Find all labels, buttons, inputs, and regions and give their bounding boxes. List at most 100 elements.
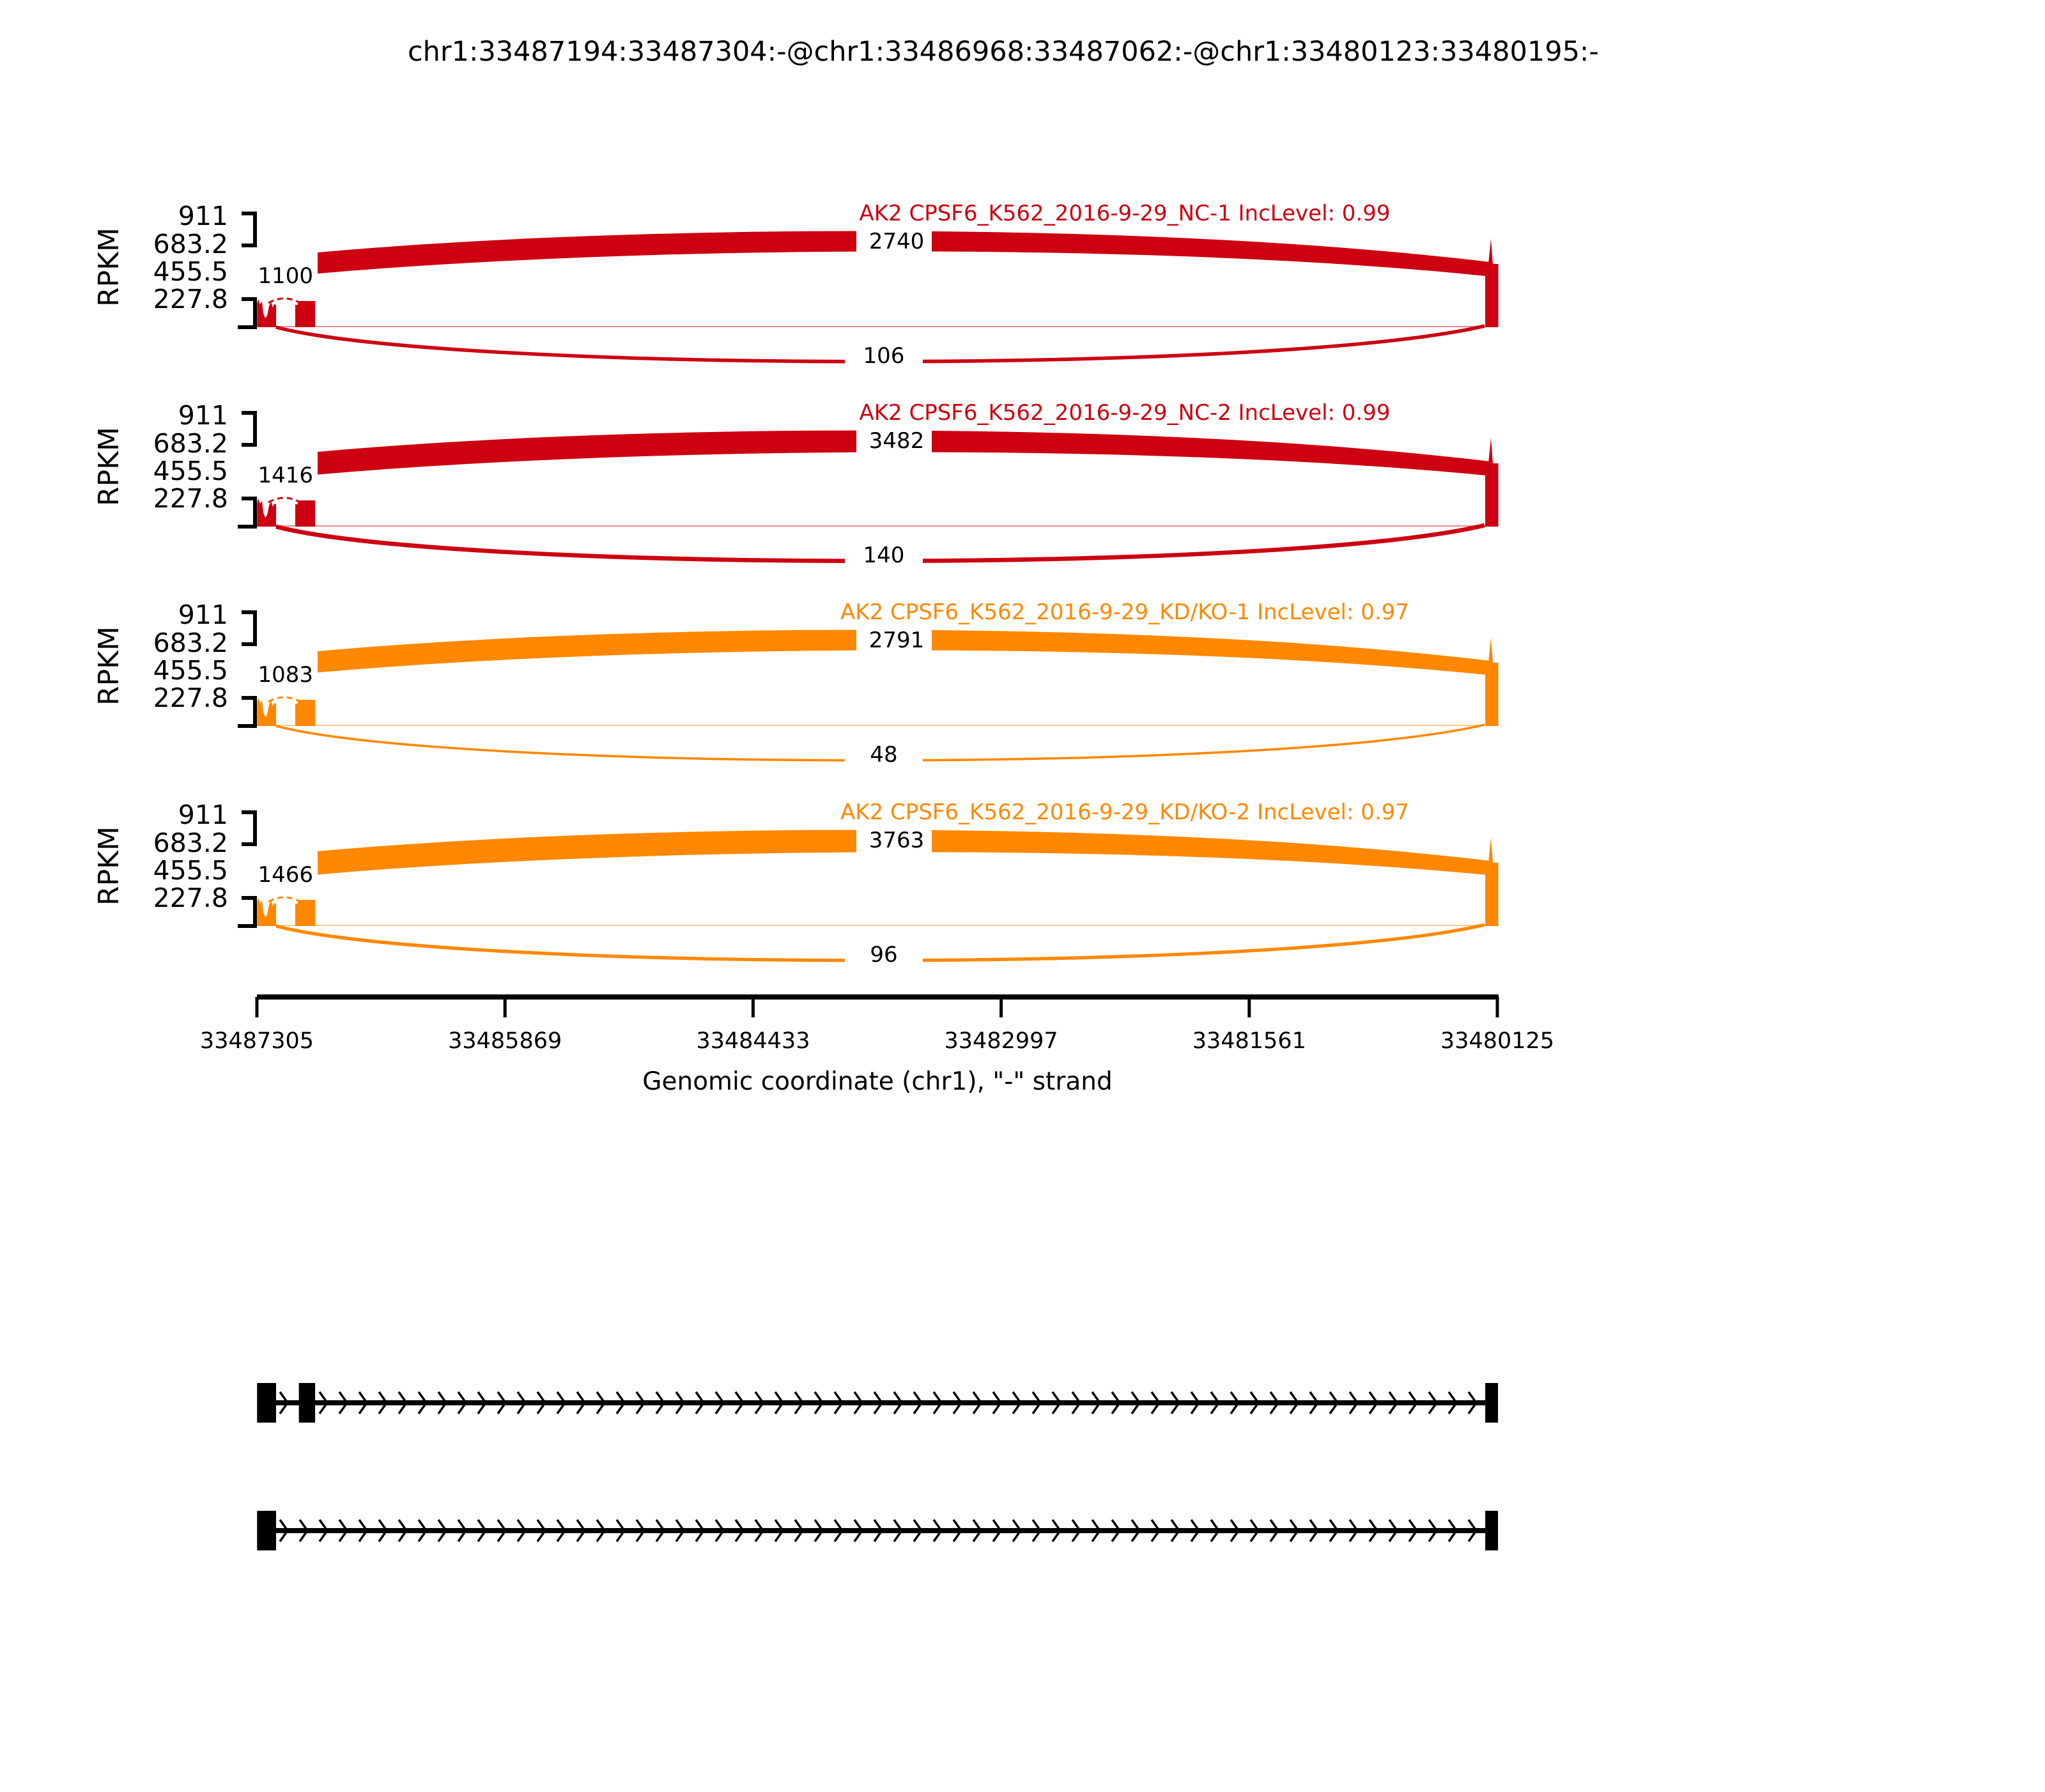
direction-arrow	[338, 1518, 349, 1543]
y-tick-label: 683.2	[153, 628, 228, 658]
y-tick-label: 227.8	[153, 883, 228, 913]
direction-arrow	[794, 1518, 805, 1543]
junction-count-skipping: 140	[863, 543, 905, 568]
y-axis-title: RPKM	[93, 826, 125, 906]
strand-direction-arrows	[279, 1391, 1478, 1415]
label-gap	[856, 426, 932, 455]
direction-arrow	[734, 1518, 745, 1543]
direction-arrow	[992, 1518, 1003, 1543]
direction-arrow	[596, 1518, 606, 1543]
direction-arrow	[972, 1391, 983, 1415]
direction-arrow	[1031, 1391, 1042, 1415]
direction-arrow	[1388, 1518, 1399, 1543]
direction-arrow	[1111, 1391, 1122, 1415]
y-axis-title: RPKM	[93, 626, 125, 706]
direction-arrow	[1131, 1518, 1141, 1543]
y-tick-label: 911	[178, 400, 228, 431]
direction-arrow	[695, 1391, 706, 1415]
label-gap	[845, 944, 923, 969]
direction-arrow	[893, 1391, 904, 1415]
direction-arrow	[1348, 1518, 1359, 1543]
direction-arrow	[437, 1518, 448, 1543]
coverage-exon-1	[257, 698, 277, 726]
label-gap	[856, 625, 932, 654]
isoform-exon	[1485, 1511, 1499, 1550]
x-tick-label: 33481561	[1192, 1028, 1306, 1054]
direction-arrow	[1368, 1518, 1379, 1543]
direction-arrow	[1031, 1518, 1042, 1543]
direction-arrow	[417, 1391, 428, 1415]
junction-count-inclusion: 2791	[869, 628, 925, 653]
direction-arrow	[1329, 1518, 1339, 1543]
coverage-exon-3	[1485, 863, 1499, 926]
junction-count-upstream: 1100	[258, 263, 313, 289]
isoform-structures	[257, 1383, 1499, 1550]
direction-arrow	[972, 1518, 983, 1543]
direction-arrow	[1329, 1391, 1339, 1415]
direction-arrow	[615, 1391, 626, 1415]
y-tick-label: 683.2	[153, 428, 228, 459]
direction-arrow	[853, 1391, 864, 1415]
direction-arrow	[1210, 1518, 1221, 1543]
direction-arrow	[378, 1391, 389, 1415]
junction-count-skipping: 48	[870, 742, 897, 768]
direction-arrow	[734, 1391, 745, 1415]
direction-arrow	[318, 1391, 329, 1415]
direction-arrow	[279, 1518, 289, 1543]
y-tick-label: 227.8	[153, 483, 228, 514]
direction-arrow	[378, 1518, 389, 1543]
x-tick-label: 33487305	[200, 1028, 314, 1054]
direction-arrow	[1071, 1391, 1082, 1415]
y-tick-label: 455.5	[153, 456, 228, 486]
y-tick-label: 683.2	[153, 828, 228, 858]
direction-arrow	[655, 1391, 666, 1415]
direction-arrow	[536, 1391, 547, 1415]
direction-arrow	[556, 1391, 567, 1415]
direction-arrow	[1408, 1518, 1419, 1543]
y-tick-label: 911	[178, 799, 228, 830]
junction-count-inclusion: 3482	[869, 428, 925, 454]
coverage-exon-3	[1485, 463, 1499, 527]
inclusion-junction-band	[318, 430, 1494, 487]
direction-arrow	[397, 1518, 408, 1543]
strand-direction-arrows	[279, 1518, 1478, 1543]
direction-arrow	[279, 1391, 289, 1415]
isoform-exon	[257, 1383, 277, 1423]
track-title: AK2 CPSF6_K562_2016-9-29_NC-2 IncLevel: …	[859, 400, 1390, 426]
direction-arrow	[1269, 1391, 1280, 1415]
track-title: AK2 CPSF6_K562_2016-9-29_KD/KO-1 IncLeve…	[840, 599, 1409, 625]
direction-arrow	[1447, 1391, 1458, 1415]
rpkm-axis	[238, 212, 257, 329]
direction-arrow	[893, 1518, 904, 1543]
direction-arrow	[774, 1391, 785, 1415]
isoform-2	[257, 1511, 1499, 1550]
direction-arrow	[1388, 1391, 1399, 1415]
direction-arrow	[1368, 1391, 1379, 1415]
direction-arrow	[1289, 1391, 1300, 1415]
direction-arrow	[635, 1518, 646, 1543]
direction-arrow	[1249, 1391, 1260, 1415]
direction-arrow	[397, 1391, 408, 1415]
direction-arrow	[873, 1391, 884, 1415]
isoform-1	[257, 1383, 1499, 1423]
rpkm-axis-upper-bracket	[242, 212, 257, 247]
isoform-exon	[298, 1383, 316, 1423]
direction-arrow	[477, 1518, 488, 1543]
direction-arrow	[675, 1391, 686, 1415]
direction-arrow	[774, 1518, 785, 1543]
coverage-exon-2	[295, 500, 316, 527]
direction-arrow	[1447, 1518, 1458, 1543]
track-title: AK2 CPSF6_K562_2016-9-29_NC-1 IncLevel: …	[859, 201, 1390, 226]
direction-arrow	[873, 1518, 884, 1543]
direction-arrow	[1309, 1518, 1320, 1543]
junction-count-inclusion: 2740	[869, 229, 925, 254]
y-axis-title: RPKM	[93, 427, 125, 506]
rpkm-axis	[238, 610, 257, 728]
sashimi-track-2: AK2 CPSF6_K562_2016-9-29_NC-2 IncLevel: …	[93, 400, 1499, 570]
figure-title: chr1:33487194:33487304:-@chr1:33486968:3…	[408, 36, 1599, 68]
direction-arrow	[576, 1391, 587, 1415]
rpkm-axis-lower-bracket	[238, 497, 257, 529]
label-gap	[856, 226, 932, 256]
direction-arrow	[1150, 1391, 1161, 1415]
direction-arrow	[536, 1518, 547, 1543]
